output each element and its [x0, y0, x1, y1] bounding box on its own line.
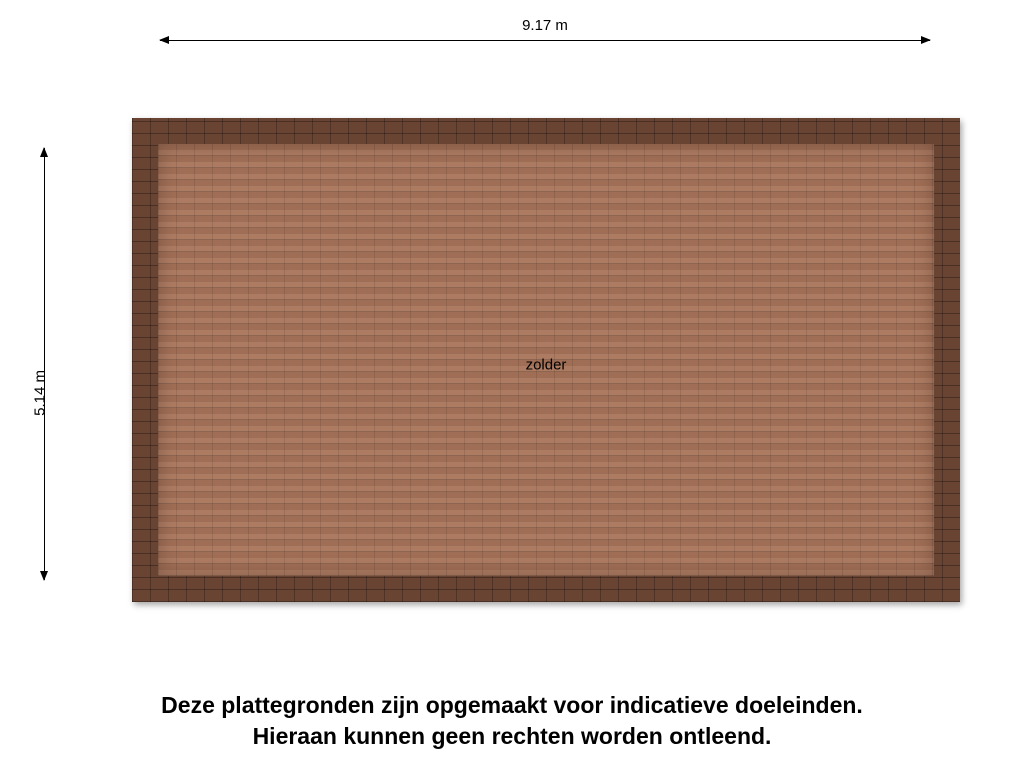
disclaimer-line-2: Hieraan kunnen geen rechten worden ontle…: [0, 721, 1024, 752]
dimension-line-width: [160, 40, 930, 41]
dimension-label-width: 9.17 m: [522, 17, 568, 38]
room-label-zolder: zolder: [526, 356, 567, 373]
floorplan-canvas: 9.17 m 5.14 m zolder Deze plattegronden …: [0, 0, 1024, 768]
disclaimer-line-1: Deze plattegronden zijn opgemaakt voor i…: [0, 690, 1024, 721]
roof-plan: zolder: [132, 118, 960, 602]
disclaimer-caption: Deze plattegronden zijn opgemaakt voor i…: [0, 690, 1024, 752]
dimension-label-height: 5.14 m: [32, 364, 49, 416]
